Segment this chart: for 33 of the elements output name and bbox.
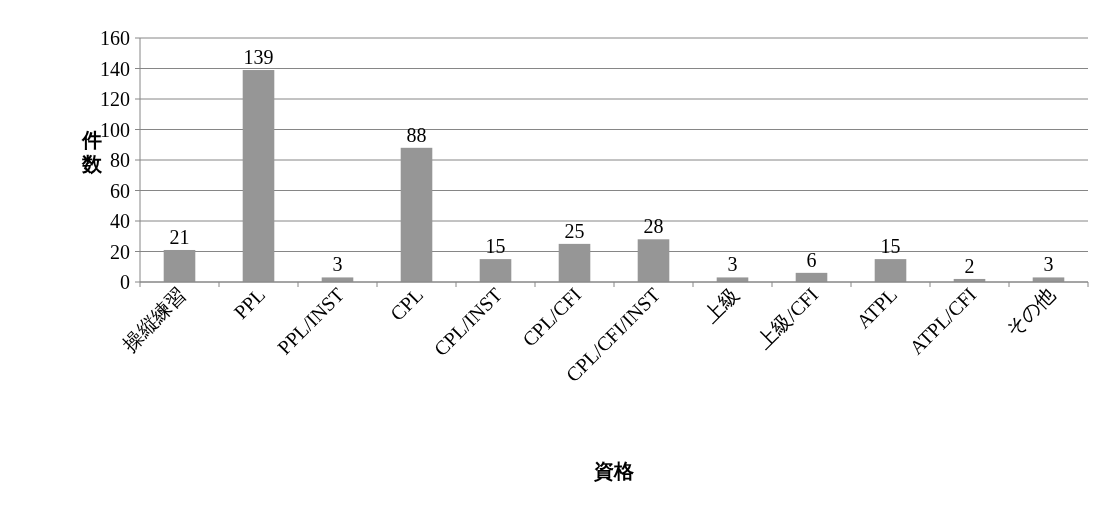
data-label: 15	[485, 235, 506, 258]
y-axis-title: 件数	[81, 129, 103, 175]
x-tick-label: CPL	[385, 283, 428, 325]
data-label: 28	[643, 215, 664, 238]
y-tick-label: 80	[110, 149, 130, 171]
data-label: 88	[406, 123, 427, 146]
x-tick-label: PPL	[229, 283, 270, 324]
data-label: 25	[564, 219, 585, 242]
data-label: 3	[1043, 253, 1054, 276]
y-tick-label: 20	[110, 240, 130, 263]
bar	[874, 259, 907, 282]
data-label: 3	[332, 253, 343, 276]
x-tick-label: 上級	[699, 283, 744, 328]
y-tick-label: 140	[100, 57, 130, 80]
data-label: 21	[169, 225, 190, 248]
bar	[242, 70, 275, 282]
data-label: 15	[880, 235, 901, 258]
y-tick-label: 120	[100, 88, 130, 110]
bar	[479, 259, 512, 282]
bar	[163, 249, 196, 282]
y-tick-label: 160	[100, 27, 130, 49]
bar	[558, 243, 591, 282]
bar	[637, 239, 670, 282]
data-label: 2	[964, 254, 975, 277]
y-tick-label: 60	[110, 179, 130, 202]
data-label: 3	[727, 253, 738, 276]
x-tick-label: その他	[1001, 283, 1060, 342]
y-tick-label: 0	[120, 271, 130, 293]
data-label: 6	[806, 248, 817, 271]
y-tick-label: 40	[110, 210, 130, 232]
data-label: 139	[243, 46, 274, 69]
x-axis-title: 資格	[593, 460, 635, 482]
bar	[400, 147, 433, 282]
